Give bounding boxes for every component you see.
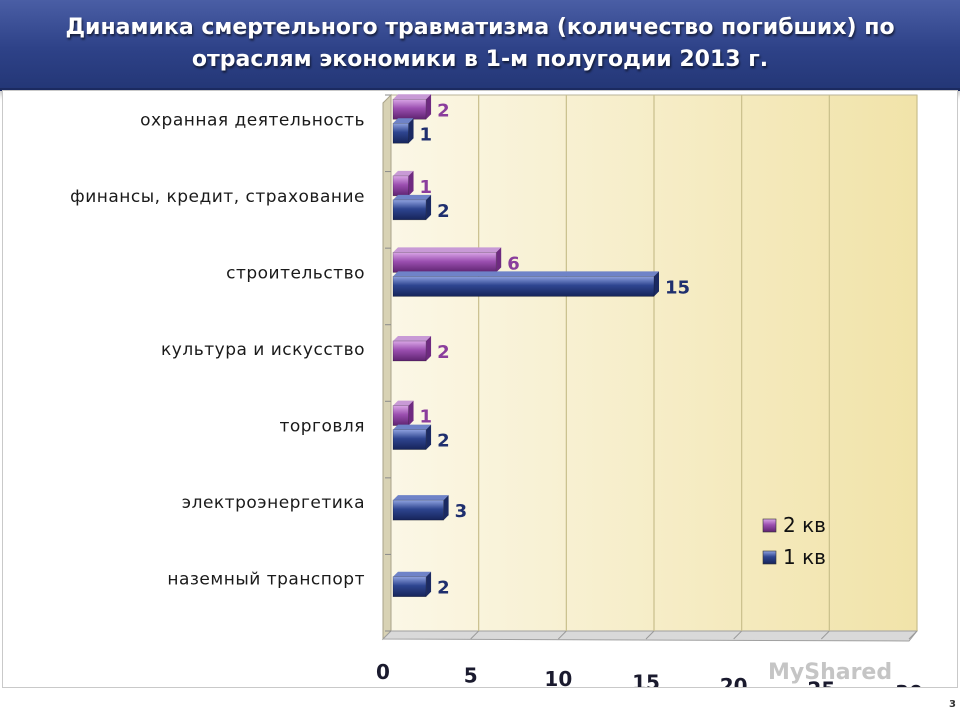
bar-face	[392, 429, 427, 450]
data-label: 2	[437, 201, 450, 222]
bar-face	[392, 576, 427, 598]
bar-top	[393, 247, 502, 253]
bar-top	[393, 400, 414, 406]
bar-face	[392, 98, 427, 120]
bar-top	[393, 170, 414, 176]
legend-label: 2 кв	[783, 513, 826, 537]
category-label: торговля	[279, 417, 365, 437]
floor-gridline	[470, 630, 480, 640]
bar-top	[393, 495, 449, 501]
x-tick-label: 0	[376, 660, 390, 684]
data-label: 2	[437, 100, 450, 121]
data-label: 3	[455, 501, 468, 522]
data-label: 2	[437, 342, 450, 363]
bar-2-кв	[392, 94, 432, 120]
chart-frame: охранная деятельность 2 1 финансы, кредит, …	[2, 90, 958, 688]
floor-gridline	[820, 630, 830, 640]
bar-top	[393, 94, 432, 100]
chart-legend: 2 кв 1 кв	[762, 513, 826, 569]
x-tick-label: 10	[544, 667, 572, 687]
bar-face	[392, 276, 655, 297]
chart-grid	[385, 94, 918, 640]
chart-walls	[381, 93, 919, 642]
bar-1-кв	[392, 495, 449, 521]
bar-face	[392, 340, 427, 362]
watermark: MyShared	[768, 660, 893, 685]
data-label: 6	[507, 253, 520, 274]
category-label: строительство	[226, 263, 365, 283]
bar-2-кв	[392, 336, 432, 362]
bar-face	[392, 199, 427, 221]
floor-gridline	[733, 630, 743, 640]
legend-swatch	[762, 518, 777, 533]
bar-end	[443, 495, 449, 521]
bar-1-кв	[392, 118, 414, 144]
bar-end	[654, 271, 659, 297]
title-banner: Динамика смертельного травматизма (колич…	[0, 0, 960, 91]
chart-bars	[392, 94, 659, 598]
chart-ticks: 0 5 10 15 20 25 30	[376, 660, 923, 687]
bar-2-кв	[392, 247, 502, 273]
bar-end	[408, 400, 414, 426]
category-label: электроэнергетика	[182, 493, 365, 513]
bar-2-кв	[392, 400, 414, 426]
x-tick-label: 20	[720, 674, 748, 687]
bar-face	[392, 175, 409, 197]
x-tick-label: 15	[632, 671, 660, 688]
floor-gridline	[908, 630, 918, 640]
bar-top	[393, 271, 659, 277]
x-tick-label: 25	[807, 678, 835, 688]
data-label: 1	[420, 407, 433, 428]
category-label: наземный транспорт	[167, 570, 365, 590]
bar-end	[426, 424, 432, 450]
bar-top	[393, 194, 432, 200]
x-tick-label: 5	[464, 664, 478, 688]
bar-end	[408, 118, 414, 144]
bar-1-кв	[392, 424, 432, 450]
category-label: культура и искусство	[161, 340, 365, 360]
floor-gridline	[557, 630, 567, 640]
bar-1-кв	[392, 571, 432, 598]
category-label: финансы, кредит, страхование	[70, 187, 365, 207]
x-tick-label: 30	[895, 681, 923, 687]
legend-label: 1 кв	[783, 545, 826, 569]
bar-end	[426, 94, 432, 120]
bar-top	[393, 336, 432, 341]
chart-floor	[381, 630, 919, 642]
page-number: 3	[949, 699, 956, 710]
bar-end	[426, 571, 432, 597]
data-label: 1	[420, 124, 433, 145]
page-title: Динамика смертельного травматизма (колич…	[65, 15, 895, 72]
bar-end	[408, 170, 414, 196]
side-wall	[382, 93, 392, 641]
legend-swatch	[762, 550, 777, 565]
bar-top	[393, 118, 414, 124]
bar-face	[392, 499, 444, 521]
bar-1-кв	[392, 271, 659, 297]
bar-end	[426, 194, 432, 220]
bar-end	[426, 336, 432, 361]
bar-end	[496, 247, 502, 273]
bar-face	[392, 122, 409, 144]
bar-face	[392, 252, 497, 273]
bar-top	[393, 424, 432, 430]
category-label: охранная деятельность	[140, 110, 365, 130]
data-label: 15	[665, 277, 690, 298]
bar-face	[392, 405, 409, 426]
bar-1-кв	[392, 194, 432, 221]
bar-top	[393, 571, 432, 577]
floor-gridline	[645, 630, 655, 640]
data-label: 1	[420, 177, 433, 198]
data-label: 2	[437, 431, 450, 452]
data-label: 2	[437, 578, 450, 599]
bar-2-кв	[392, 170, 414, 197]
